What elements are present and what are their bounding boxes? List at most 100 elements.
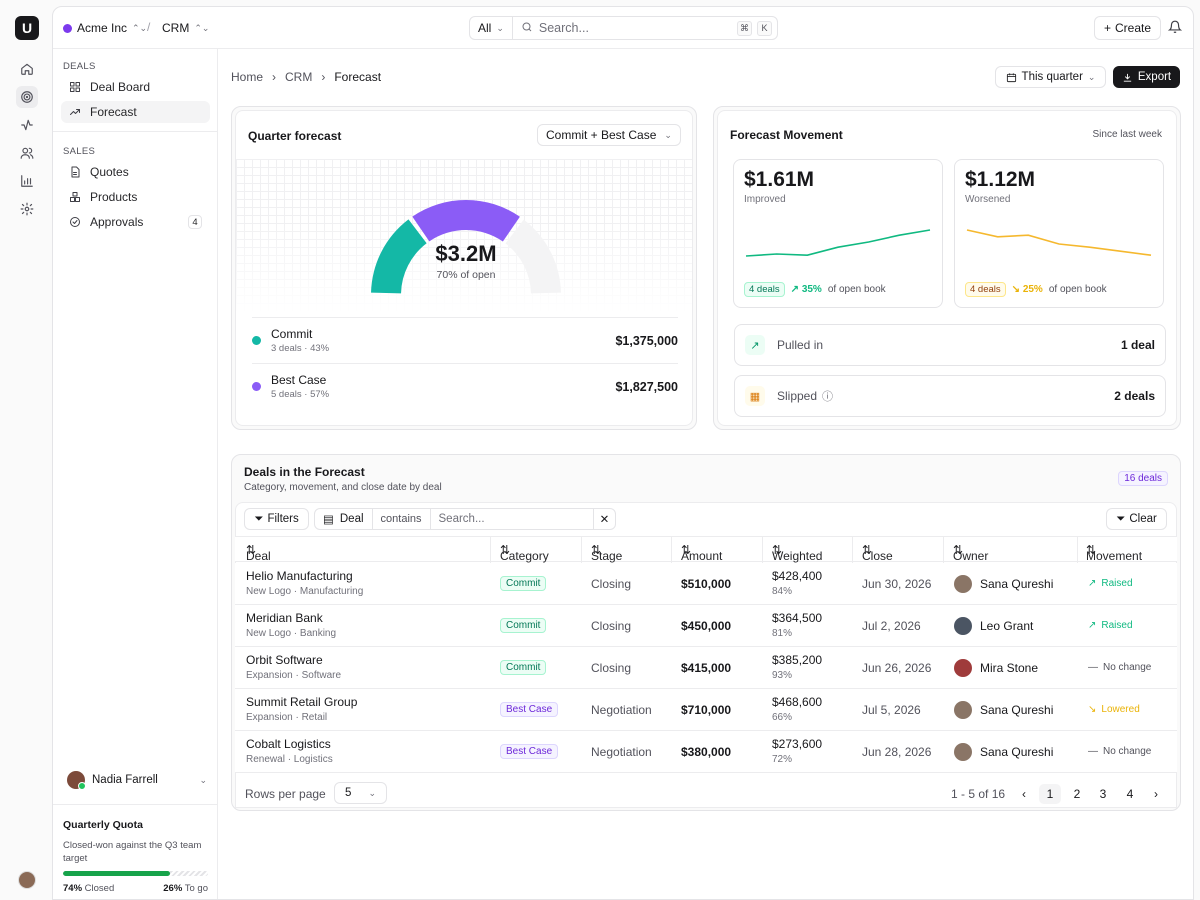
avatar xyxy=(954,659,972,677)
avatar xyxy=(67,771,86,790)
forecast-row-amount: $1,827,500 xyxy=(615,379,678,394)
table-row[interactable]: Summit Retail Group Expansion · Retail Bes… xyxy=(235,689,1177,731)
movement-cell: ↗ Raised xyxy=(1088,620,1133,631)
trending-up-icon xyxy=(70,109,80,115)
org-switcher[interactable]: Acme Inc ⌃⌄ xyxy=(63,21,147,35)
card-title: Quarter forecast xyxy=(248,129,342,143)
chevron-down-icon: ⌄ xyxy=(1087,71,1096,82)
movement-cell: — No change xyxy=(1088,746,1151,757)
gear-icon[interactable] xyxy=(16,198,38,220)
column-header-owner[interactable]: Owner ⇅ xyxy=(953,543,989,563)
page-1[interactable]: 1 xyxy=(1039,784,1061,804)
breadcrumb-home[interactable]: Home xyxy=(231,70,264,84)
avatar xyxy=(954,743,972,761)
main-content: Home › CRM › Forecast This quarter ⌄ Exp… xyxy=(231,49,1181,899)
column-header-deal[interactable]: Deal ⇅ xyxy=(246,543,271,563)
sidebar-item-forecast[interactable]: Forecast xyxy=(61,101,210,123)
table-header: Deal ⇅ Category ⇅ Stage ⇅ Amount ⇅ Weigh… xyxy=(235,536,1177,563)
weighted-value: $364,500 xyxy=(772,611,823,625)
section-header-deals: DEALS xyxy=(63,61,96,72)
quarter-forecast-card: Quarter forecast Commit + Best Case ⌄ $3… xyxy=(231,106,697,430)
target-icon[interactable] xyxy=(16,86,38,108)
sidebar-item-products[interactable]: Products xyxy=(61,186,210,208)
pagination: Rows per page 5 ⌄ 1 - 5 of 16 ‹ 1 2 3 4 … xyxy=(232,775,1182,811)
arrow-down-right-icon: ↘ xyxy=(1011,284,1021,295)
section-header-sales: SALES xyxy=(63,146,96,157)
forecast-row-amount: $1,375,000 xyxy=(615,333,678,348)
close-date-cell: Jul 2, 2026 xyxy=(862,619,921,633)
bar-chart-icon[interactable] xyxy=(16,170,38,192)
period-select[interactable]: This quarter ⌄ xyxy=(995,66,1106,88)
forecast-total: $3.2M xyxy=(435,241,497,266)
clear-button[interactable]: ⏷ Clear xyxy=(1106,508,1167,530)
movement-cell: ↘ Lowered xyxy=(1088,704,1140,715)
column-header-category[interactable]: Category ⇅ xyxy=(500,543,549,563)
forecast-row-name: Best Case xyxy=(271,373,327,387)
weighted-pct: 66% xyxy=(772,712,793,723)
deals-table-card: Deals in the Forecast Category, movement… xyxy=(231,454,1181,811)
worsened-deals-badge: 4 deals xyxy=(965,282,1006,297)
table-row[interactable]: Meridian Bank New Logo · Banking Commit Clo… xyxy=(235,605,1177,647)
column-header-stage[interactable]: Stage ⇅ xyxy=(591,543,623,563)
page-4[interactable]: 4 xyxy=(1126,787,1134,801)
user-menu[interactable]: Nadia Farrell ⌄ xyxy=(67,769,207,791)
app-rail: U xyxy=(0,0,52,900)
deals-subtitle: Category, movement, and close date by de… xyxy=(244,482,442,493)
prev-page-button[interactable]: ‹ xyxy=(1022,787,1026,801)
chevron-updown-icon: ⌃⌄ xyxy=(132,22,148,33)
app-switcher[interactable]: CRM ⌃⌄ xyxy=(162,21,209,35)
improved-label: Improved xyxy=(744,194,786,205)
sidebar-item-label: Deal Board xyxy=(90,80,151,94)
amount-cell: $415,000 xyxy=(681,661,732,675)
create-button[interactable]: + Create xyxy=(1094,16,1161,40)
sidebar-item-quotes[interactable]: Quotes xyxy=(61,161,210,183)
weighted-value: $468,600 xyxy=(772,695,823,709)
org-name: Acme Inc xyxy=(77,21,128,35)
column-header-movement[interactable]: Movement ⇅ xyxy=(1086,543,1143,563)
close-icon[interactable]: ✕ xyxy=(593,509,615,529)
page-3[interactable]: 3 xyxy=(1099,787,1107,801)
close-date-cell: Jun 30, 2026 xyxy=(862,577,932,591)
global-search[interactable]: All ⌄ Search... ⌘ K xyxy=(469,16,778,40)
filter-operator[interactable]: contains xyxy=(373,509,431,529)
users-icon[interactable] xyxy=(16,142,38,164)
category-badge: Commit xyxy=(500,618,547,633)
column-header-amount[interactable]: Amount ⇅ xyxy=(681,543,723,563)
sidebar-item-deal-board[interactable]: Deal Board xyxy=(61,76,210,98)
deal-name: Cobalt Logistics xyxy=(246,737,331,751)
home-icon[interactable] xyxy=(16,58,38,80)
page-2[interactable]: 2 xyxy=(1073,787,1081,801)
next-page-button[interactable]: › xyxy=(1154,787,1158,801)
quota-title: Quarterly Quota xyxy=(63,819,143,831)
filters-label: Filters xyxy=(267,513,299,525)
column-header-close[interactable]: Close ⇅ xyxy=(862,543,893,563)
file-icon: ▤ xyxy=(323,514,334,526)
rail-avatar[interactable] xyxy=(18,871,36,889)
forecast-row-best-case: Best Case 5 deals · 57% $1,827,500 xyxy=(252,363,678,409)
bell-icon[interactable] xyxy=(1167,20,1184,36)
table-row[interactable]: Helio Manufacturing New Logo · Manufactur… xyxy=(235,563,1177,605)
filter-field[interactable]: ▤ Deal xyxy=(315,509,373,529)
breadcrumb-crm[interactable]: CRM xyxy=(285,70,313,84)
forecast-row-sub: 5 deals · 57% xyxy=(271,389,330,400)
app-logo[interactable]: U xyxy=(15,16,39,40)
pulled-in-row[interactable]: ↗ Pulled in 1 deal xyxy=(734,324,1166,366)
rows-per-page-select[interactable]: 5 ⌄ xyxy=(334,782,387,804)
activity-icon[interactable] xyxy=(16,114,38,136)
search-scope-select[interactable]: All ⌄ xyxy=(470,17,513,39)
column-header-weighted[interactable]: Weighted ⇅ xyxy=(772,543,823,563)
table-row[interactable]: Cobalt Logistics Renewal · Logistics Best … xyxy=(235,731,1177,773)
forecast-category-select[interactable]: Commit + Best Case ⌄ xyxy=(537,124,681,146)
sidebar-item-approvals[interactable]: Approvals 4 xyxy=(61,211,210,233)
filter-value-input[interactable]: Search... xyxy=(438,513,485,525)
info-icon[interactable]: ⓘ xyxy=(822,391,834,403)
table-row[interactable]: Orbit Software Expansion · Software Commit… xyxy=(235,647,1177,689)
slipped-row[interactable]: ▦ Slipped ⓘ 2 deals xyxy=(734,375,1166,417)
improved-panel: $1.61M Improved 4 deals ↗ 35% of open bo… xyxy=(733,159,943,308)
improved-suffix: of open book xyxy=(827,284,886,295)
weighted-cell: $468,600 66% xyxy=(772,695,822,723)
export-button[interactable]: Export xyxy=(1113,66,1180,88)
search-input[interactable]: Search... xyxy=(538,21,589,35)
deal-sub: Renewal · Logistics xyxy=(246,754,333,765)
filters-button[interactable]: ⏷ Filters xyxy=(244,508,309,530)
